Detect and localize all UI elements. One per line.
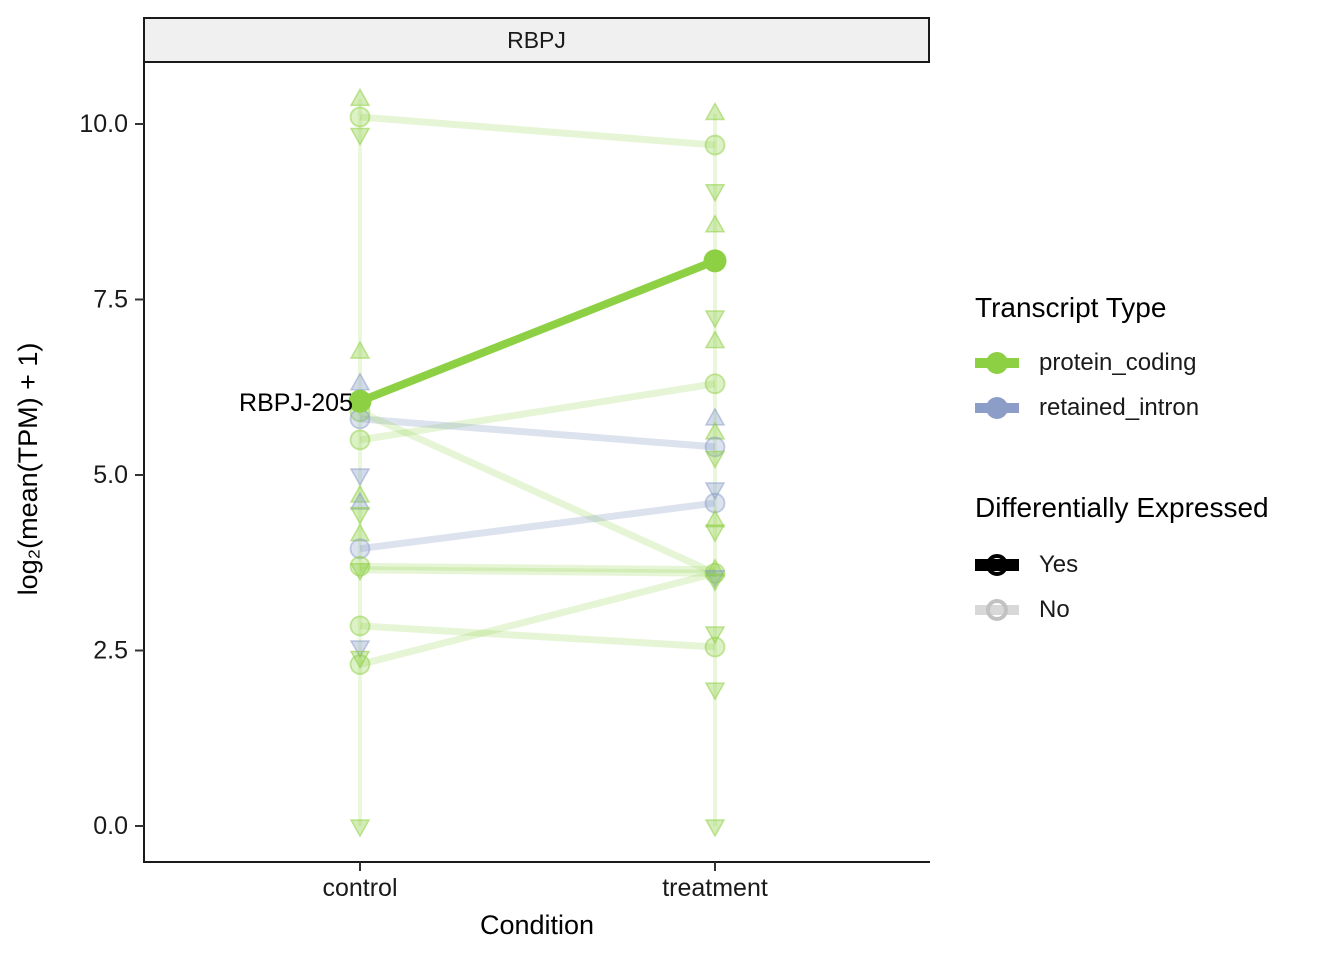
data-marker bbox=[349, 468, 371, 487]
data-marker bbox=[704, 214, 726, 233]
data-marker bbox=[704, 134, 726, 156]
transcript-line bbox=[359, 562, 716, 574]
data-marker bbox=[349, 127, 371, 147]
data-marker bbox=[704, 524, 726, 543]
data-marker bbox=[704, 573, 726, 592]
data-marker bbox=[349, 538, 371, 560]
transcript-line bbox=[359, 380, 716, 444]
data-marker bbox=[704, 407, 726, 426]
data-marker bbox=[704, 183, 726, 203]
facet-strip: RBPJ bbox=[143, 17, 930, 63]
data-marker bbox=[349, 372, 371, 391]
transcript-line bbox=[358, 408, 717, 577]
transcript-line bbox=[359, 566, 716, 577]
y-tick-label: 10.0 bbox=[79, 110, 128, 138]
data-marker bbox=[704, 310, 726, 329]
x-axis-title: Condition bbox=[479, 910, 595, 940]
y-tick-label: 2.5 bbox=[93, 637, 128, 665]
transcript-line bbox=[359, 569, 716, 668]
y-tick-label: 7.5 bbox=[93, 286, 128, 314]
data-marker bbox=[704, 626, 726, 645]
data-marker bbox=[349, 615, 371, 637]
transcript-line bbox=[359, 415, 716, 451]
y-axis-title: log₂(mean(TPM) + 1) bbox=[13, 342, 43, 596]
legend-title-diff-expressed: Differentially Expressed bbox=[975, 492, 1269, 523]
de-yes-key-icon bbox=[975, 553, 1019, 577]
retained-intron-key-icon bbox=[975, 396, 1019, 420]
data-marker bbox=[349, 523, 371, 542]
legend-item-de-no: No bbox=[975, 593, 1070, 627]
highlight-line bbox=[356, 256, 719, 406]
data-marker bbox=[704, 509, 726, 528]
highlight-marker bbox=[703, 249, 727, 273]
transcript-line bbox=[359, 113, 716, 149]
data-marker bbox=[349, 340, 371, 359]
legend-title-transcript-type: Transcript Type bbox=[975, 292, 1167, 323]
legend-label-protein-coding: protein_coding bbox=[1039, 349, 1197, 376]
transcript-line bbox=[359, 499, 716, 553]
transcript-annotation: RBPJ-205 bbox=[239, 389, 353, 417]
data-marker bbox=[349, 563, 371, 582]
data-marker bbox=[349, 506, 371, 526]
data-marker bbox=[349, 640, 371, 659]
data-marker bbox=[704, 636, 726, 658]
legend-label-de-no: No bbox=[1039, 596, 1070, 623]
de-no-key-icon bbox=[975, 598, 1019, 622]
data-marker bbox=[704, 558, 726, 577]
x-tick-label-control: control bbox=[322, 874, 398, 902]
facet-strip-label: RBPJ bbox=[507, 26, 566, 53]
data-marker bbox=[349, 819, 371, 838]
data-marker bbox=[349, 654, 371, 675]
data-marker bbox=[704, 819, 726, 838]
protein-coding-key-icon bbox=[975, 351, 1019, 375]
y-tick-label: 0.0 bbox=[93, 812, 128, 840]
data-marker bbox=[349, 429, 371, 451]
data-marker bbox=[704, 450, 726, 469]
legend-item-retained-intron: retained_intron bbox=[975, 391, 1199, 425]
data-marker bbox=[704, 482, 726, 501]
data-marker bbox=[704, 330, 726, 349]
data-marker bbox=[704, 373, 726, 395]
transcript-line bbox=[359, 622, 716, 651]
legend-label-retained-intron: retained_intron bbox=[1039, 394, 1200, 421]
data-marker bbox=[349, 87, 371, 107]
legend-item-protein-coding: protein_coding bbox=[975, 346, 1196, 380]
data-marker bbox=[704, 682, 726, 701]
x-tick-label-treatment: treatment bbox=[662, 874, 768, 902]
highlight-marker bbox=[348, 389, 372, 413]
data-marker bbox=[704, 421, 726, 440]
data-marker bbox=[704, 101, 726, 121]
data-marker bbox=[349, 491, 371, 510]
y-tick-label: 5.0 bbox=[93, 461, 128, 489]
data-marker bbox=[704, 492, 726, 514]
data-marker bbox=[349, 106, 371, 128]
legend-label-de-yes: Yes bbox=[1039, 551, 1079, 578]
legend-item-de-yes: Yes bbox=[975, 548, 1078, 582]
